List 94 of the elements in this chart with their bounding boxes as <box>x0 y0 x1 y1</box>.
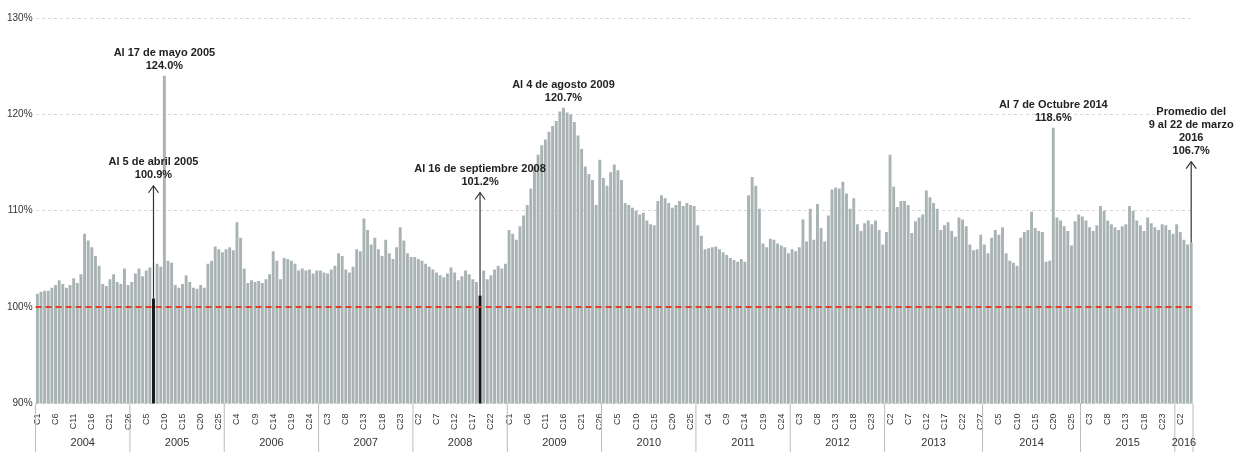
x-tick-label: C2 <box>884 413 895 426</box>
annotation: Al 5 de abril 2005 <box>108 155 199 168</box>
x-tick-label: C8 <box>1102 413 1113 426</box>
y-tick-label: 120% <box>7 108 33 120</box>
x-tick-label: C7 <box>430 413 441 426</box>
x-tick-label: C2 <box>412 413 423 426</box>
x-tick-label: C25 <box>213 413 224 431</box>
annotation: Al 17 de mayo 2005 <box>113 46 216 59</box>
x-tick-label: C10 <box>158 413 169 431</box>
x-tick-label: C6 <box>50 413 61 426</box>
text: 2011 <box>731 436 755 448</box>
text: 2015 <box>1115 436 1140 448</box>
x-tick-label: C23 <box>394 413 405 431</box>
x-tick-label: C10 <box>1011 413 1022 431</box>
data-label: 100.9% <box>134 168 173 181</box>
data-label: 120.7% <box>544 91 583 104</box>
x-tick-label: C18 <box>848 413 859 431</box>
x-tick-label: C11 <box>539 413 550 430</box>
x-tick-label: C13 <box>830 413 841 431</box>
x-tick-label: C5 <box>612 413 623 426</box>
x-tick-label: C2 <box>1174 413 1185 426</box>
data-label: 124.0% <box>145 59 184 72</box>
x-tick-label: C9 <box>249 413 260 426</box>
x-tick-label: C22 <box>957 413 968 431</box>
x-tick-label: C21 <box>104 413 115 431</box>
text: 2006 <box>259 436 284 448</box>
x-tick-label: C6 <box>521 413 532 426</box>
x-tick-label: C7 <box>902 413 913 426</box>
x-tick-label: C14 <box>267 413 278 431</box>
x-tick-label: C8 <box>811 413 822 426</box>
x-tick-label: C12 <box>449 413 460 431</box>
text: 2007 <box>353 436 378 448</box>
text: 2013 <box>921 436 946 448</box>
x-tick-label: C19 <box>757 413 768 431</box>
x-tick-label: C5 <box>140 413 151 426</box>
x-tick-label: C15 <box>177 413 188 431</box>
annotation: Al 7 de Octubre 2014 <box>998 98 1109 111</box>
x-tick-label: C5 <box>993 413 1004 426</box>
x-tick-label: C12 <box>920 413 931 431</box>
data-label: 101.2% <box>461 175 499 188</box>
x-tick-label: C17 <box>938 413 949 431</box>
x-tick-label: C23 <box>866 413 877 431</box>
text: 2016 <box>1171 436 1197 448</box>
x-tick-label: C18 <box>1138 413 1149 431</box>
x-tick-label: C17 <box>467 413 478 431</box>
x-tick-label: C1 <box>503 413 514 426</box>
x-tick-label: C13 <box>358 413 369 431</box>
x-tick-label: C22 <box>485 413 496 431</box>
x-tick-label: C25 <box>684 413 695 431</box>
x-tick-label: C23 <box>1156 413 1167 431</box>
text: 2005 <box>164 436 190 448</box>
text: 2012 <box>825 436 850 448</box>
x-tick-label: C10 <box>630 413 641 431</box>
y-tick-label: 100% <box>7 300 33 312</box>
data-label: 106.7% <box>1172 144 1211 157</box>
text: 2004 <box>70 436 95 448</box>
annotation: Promedio del 9 al 22 de marzo 2016 <box>1148 105 1234 144</box>
x-tick-label: C18 <box>376 413 387 431</box>
x-tick-label: C25 <box>1065 413 1076 431</box>
x-tick-label: C27 <box>975 413 986 431</box>
x-tick-label: C14 <box>739 413 750 431</box>
x-tick-label: C20 <box>666 413 677 431</box>
x-tick-label: C4 <box>703 413 714 426</box>
x-tick-label: C9 <box>721 413 732 426</box>
x-tick-label: C15 <box>648 413 659 431</box>
x-tick-label: C16 <box>86 413 97 431</box>
data-label: 118.6% <box>1034 111 1072 124</box>
x-tick-label: C20 <box>195 413 206 431</box>
text: 2014 <box>1019 436 1044 448</box>
x-tick-label: C13 <box>1120 413 1131 431</box>
annotation: Al 16 de septiembre 2008 <box>414 162 546 175</box>
x-tick-label: C24 <box>775 413 786 431</box>
x-tick-label: C3 <box>793 413 804 426</box>
x-tick-label: C24 <box>304 413 314 431</box>
x-tick-label: C15 <box>1029 413 1040 431</box>
x-tick-label: C21 <box>576 413 587 431</box>
x-tick-label: C19 <box>285 413 296 431</box>
y-tick-label: 110% <box>7 204 33 216</box>
annotation: Al 4 de agosto 2009 <box>512 78 615 91</box>
x-tick-label: C26 <box>594 413 605 431</box>
x-tick-label: C16 <box>557 413 568 431</box>
x-tick-label: C11 <box>68 413 79 430</box>
text: 2010 <box>636 436 661 448</box>
y-tick-label: 130% <box>7 11 33 23</box>
x-tick-label: C20 <box>1047 413 1058 431</box>
text: 2008 <box>447 436 473 448</box>
x-tick-label: C8 <box>340 413 351 426</box>
y-tick-label: 90% <box>12 397 33 409</box>
x-tick-label: C4 <box>231 413 242 426</box>
x-tick-label: C1 <box>31 413 42 426</box>
x-tick-label: C26 <box>122 413 133 431</box>
x-tick-label: C3 <box>1084 413 1095 426</box>
text: 2009 <box>542 436 567 448</box>
x-tick-label: C3 <box>322 413 333 426</box>
